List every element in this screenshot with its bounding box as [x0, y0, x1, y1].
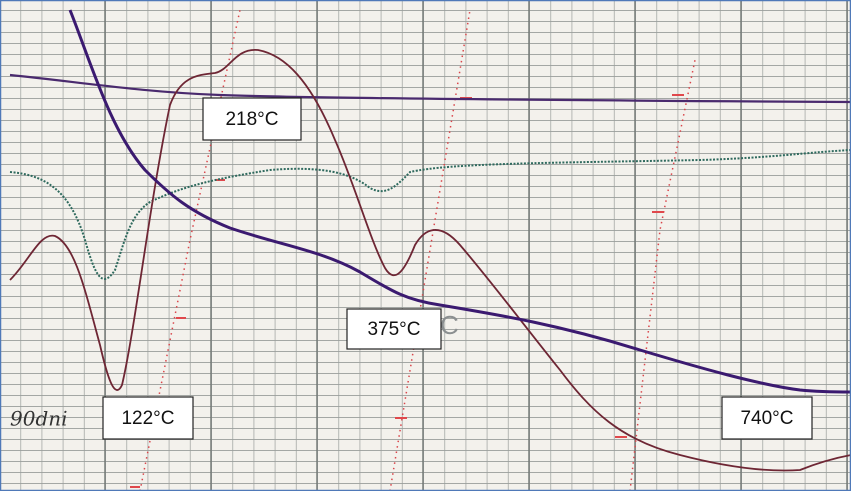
annotation: 375°C — [346, 308, 442, 350]
annotation: 740°C — [721, 396, 813, 440]
annotation: 122°C — [102, 396, 194, 440]
handwritten-note: 90dni — [10, 407, 68, 431]
tg-curve — [68, 9, 851, 394]
annotation-box — [202, 97, 302, 141]
dta-curve — [9, 149, 851, 280]
annotation: 218°C — [202, 97, 302, 141]
annotation-label: 218°C — [225, 109, 278, 130]
annotation-box — [102, 396, 194, 440]
annotation-label: 122°C — [121, 408, 174, 429]
annotation-box — [721, 396, 813, 440]
dtg-curve — [9, 49, 851, 472]
annotation-label: 740°C — [740, 408, 793, 429]
annotation-label: 375°C — [367, 319, 420, 340]
faint-mark: C — [440, 310, 459, 340]
annotation-box — [346, 308, 442, 350]
temperature-lines — [139, 9, 696, 491]
